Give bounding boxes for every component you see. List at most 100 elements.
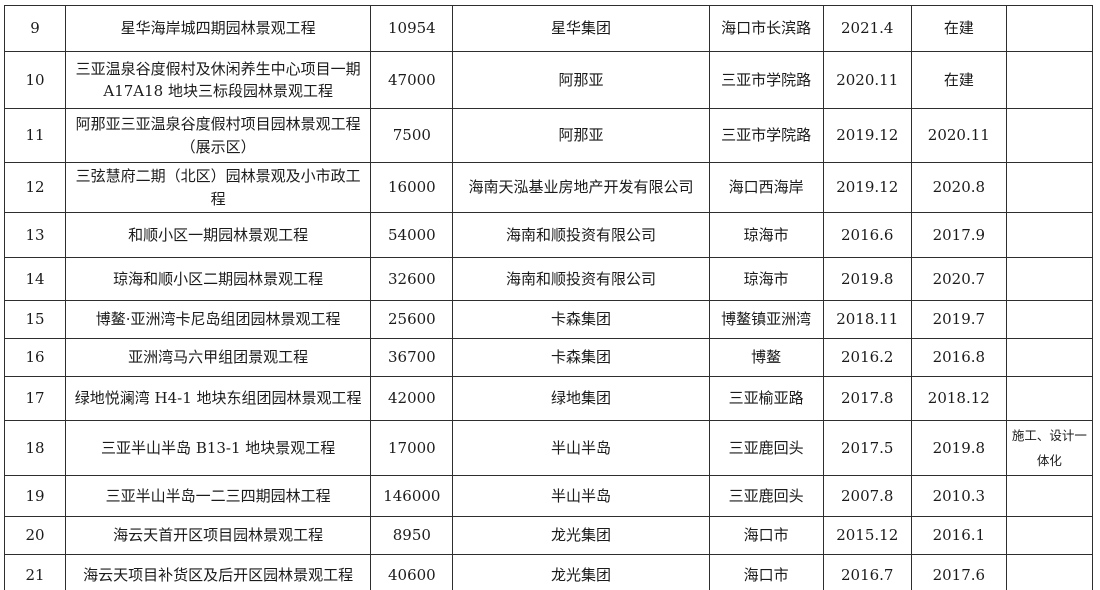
cell-client: 阿那亚 <box>452 51 710 109</box>
table-row: 12 三弦慧府二期（北区）园林景观及小市政工程 16000 海南天泓基业房地产开发有限… <box>3 162 1094 213</box>
cell-location: 博鳌 <box>708 338 824 377</box>
cell-name: 博鳌·亚洲湾卡尼岛组团园林景观工程 <box>65 300 372 339</box>
cell-end: 2016.8 <box>910 338 1007 377</box>
cell-client: 绿地集团 <box>452 376 710 421</box>
cell-start: 2016.6 <box>822 212 912 258</box>
cell-note <box>1005 108 1094 163</box>
cell-seq: 15 <box>3 300 67 339</box>
table-row: 18 三亚半山半岛 B13-1 地块景观工程 17000 半山半岛 三亚鹿回头 2017.… <box>3 420 1094 476</box>
cell-area: 146000 <box>370 475 454 517</box>
cell-end: 2020.11 <box>910 108 1007 163</box>
cell-client: 卡森集团 <box>452 300 710 339</box>
cell-note <box>1005 338 1094 377</box>
cell-seq: 12 <box>3 162 67 213</box>
cell-start: 2016.2 <box>822 338 912 377</box>
table-row: 15 博鳌·亚洲湾卡尼岛组团园林景观工程 25600 卡森集团 博鳌镇亚洲湾 2018.1… <box>3 300 1094 339</box>
cell-location: 三亚榆亚路 <box>708 376 824 421</box>
cell-start: 2019.12 <box>822 162 912 213</box>
cell-client: 卡森集团 <box>452 338 710 377</box>
cell-seq: 14 <box>3 257 67 301</box>
cell-start: 2016.7 <box>822 554 912 590</box>
cell-seq: 16 <box>3 338 67 377</box>
cell-client: 半山半岛 <box>452 475 710 517</box>
cell-end: 在建 <box>910 51 1007 109</box>
cell-start: 2018.11 <box>822 300 912 339</box>
cell-note <box>1005 162 1094 213</box>
cell-location: 三亚鹿回头 <box>708 420 824 476</box>
table-row: 17 绿地悦澜湾 H4-1 地块东组团园林景观工程 42000 绿地集团 三亚榆亚路 20… <box>3 376 1094 421</box>
cell-note <box>1005 376 1094 421</box>
cell-location: 海口西海岸 <box>708 162 824 213</box>
cell-seq: 21 <box>3 554 67 590</box>
cell-seq: 20 <box>3 516 67 555</box>
cell-note <box>1005 300 1094 339</box>
cell-client: 龙光集团 <box>452 554 710 590</box>
cell-location: 海口市 <box>708 554 824 590</box>
cell-client: 海南和顺投资有限公司 <box>452 257 710 301</box>
cell-seq: 13 <box>3 212 67 258</box>
cell-name: 海云天首开区项目园林景观工程 <box>65 516 372 555</box>
table-row: 19 三亚半山半岛一二三四期园林工程 146000 半山半岛 三亚鹿回头 2007.8 20… <box>3 475 1094 517</box>
cell-area: 36700 <box>370 338 454 377</box>
cell-end: 2017.9 <box>910 212 1007 258</box>
cell-start: 2020.11 <box>822 51 912 109</box>
table-row: 20 海云天首开区项目园林景观工程 8950 龙光集团 海口市 2015.12 2016.1 <box>3 516 1094 555</box>
cell-end: 2020.7 <box>910 257 1007 301</box>
cell-location: 海口市 <box>708 516 824 555</box>
cell-location: 三亚市学院路 <box>708 51 824 109</box>
cell-location: 琼海市 <box>708 212 824 258</box>
cell-area: 42000 <box>370 376 454 421</box>
cell-note <box>1005 516 1094 555</box>
cell-area: 54000 <box>370 212 454 258</box>
cell-area: 8950 <box>370 516 454 555</box>
cell-client: 龙光集团 <box>452 516 710 555</box>
cell-name: 三亚半山半岛 B13-1 地块景观工程 <box>65 420 372 476</box>
cell-name: 三亚半山半岛一二三四期园林工程 <box>65 475 372 517</box>
projects-table-body: 9 星华海岸城四期园林景观工程 10954 星华集团 海口市长滨路 2021.4 在建 10 三… <box>3 5 1094 590</box>
cell-client: 阿那亚 <box>452 108 710 163</box>
cell-seq: 10 <box>3 51 67 109</box>
cell-location: 海口市长滨路 <box>708 5 824 52</box>
table-row: 9 星华海岸城四期园林景观工程 10954 星华集团 海口市长滨路 2021.4 在建 <box>3 5 1094 52</box>
cell-area: 47000 <box>370 51 454 109</box>
cell-client: 星华集团 <box>452 5 710 52</box>
projects-table: 9 星华海岸城四期园林景观工程 10954 星华集团 海口市长滨路 2021.4 在建 10 三… <box>3 5 1094 590</box>
cell-note <box>1005 475 1094 517</box>
cell-client: 海南和顺投资有限公司 <box>452 212 710 258</box>
cell-start: 2021.4 <box>822 5 912 52</box>
cell-start: 2007.8 <box>822 475 912 517</box>
table-row: 14 琼海和顺小区二期园林景观工程 32600 海南和顺投资有限公司 琼海市 2019.8… <box>3 257 1094 301</box>
cell-end: 在建 <box>910 5 1007 52</box>
cell-start: 2017.8 <box>822 376 912 421</box>
cell-name: 星华海岸城四期园林景观工程 <box>65 5 372 52</box>
cell-area: 16000 <box>370 162 454 213</box>
cell-name: 阿那亚三亚温泉谷度假村项目园林景观工程（展示区） <box>65 108 372 163</box>
cell-note <box>1005 5 1094 52</box>
cell-name: 海云天项目补货区及后开区园林景观工程 <box>65 554 372 590</box>
cell-area: 25600 <box>370 300 454 339</box>
cell-end: 2018.12 <box>910 376 1007 421</box>
table-row: 11 阿那亚三亚温泉谷度假村项目园林景观工程（展示区） 7500 阿那亚 三亚市学院路 2… <box>3 108 1094 163</box>
cell-note <box>1005 51 1094 109</box>
cell-seq: 19 <box>3 475 67 517</box>
cell-note: 施工、设计一体化 <box>1005 420 1094 476</box>
cell-seq: 11 <box>3 108 67 163</box>
table-row: 16 亚洲湾马六甲组团景观工程 36700 卡森集团 博鳌 2016.2 2016.8 <box>3 338 1094 377</box>
cell-start: 2015.12 <box>822 516 912 555</box>
cell-end: 2017.6 <box>910 554 1007 590</box>
cell-end: 2020.8 <box>910 162 1007 213</box>
cell-area: 10954 <box>370 5 454 52</box>
cell-location: 琼海市 <box>708 257 824 301</box>
cell-end: 2016.1 <box>910 516 1007 555</box>
cell-end: 2019.8 <box>910 420 1007 476</box>
cell-name: 绿地悦澜湾 H4-1 地块东组团园林景观工程 <box>65 376 372 421</box>
cell-name: 和顺小区一期园林景观工程 <box>65 212 372 258</box>
cell-name: 琼海和顺小区二期园林景观工程 <box>65 257 372 301</box>
table-row: 21 海云天项目补货区及后开区园林景观工程 40600 龙光集团 海口市 2016.7 20… <box>3 554 1094 590</box>
cell-start: 2019.12 <box>822 108 912 163</box>
cell-name: 三亚温泉谷度假村及休闲养生中心项目一期 A17A18 地块三标段园林景观工程 <box>65 51 372 109</box>
cell-seq: 18 <box>3 420 67 476</box>
cell-client: 半山半岛 <box>452 420 710 476</box>
cell-area: 7500 <box>370 108 454 163</box>
